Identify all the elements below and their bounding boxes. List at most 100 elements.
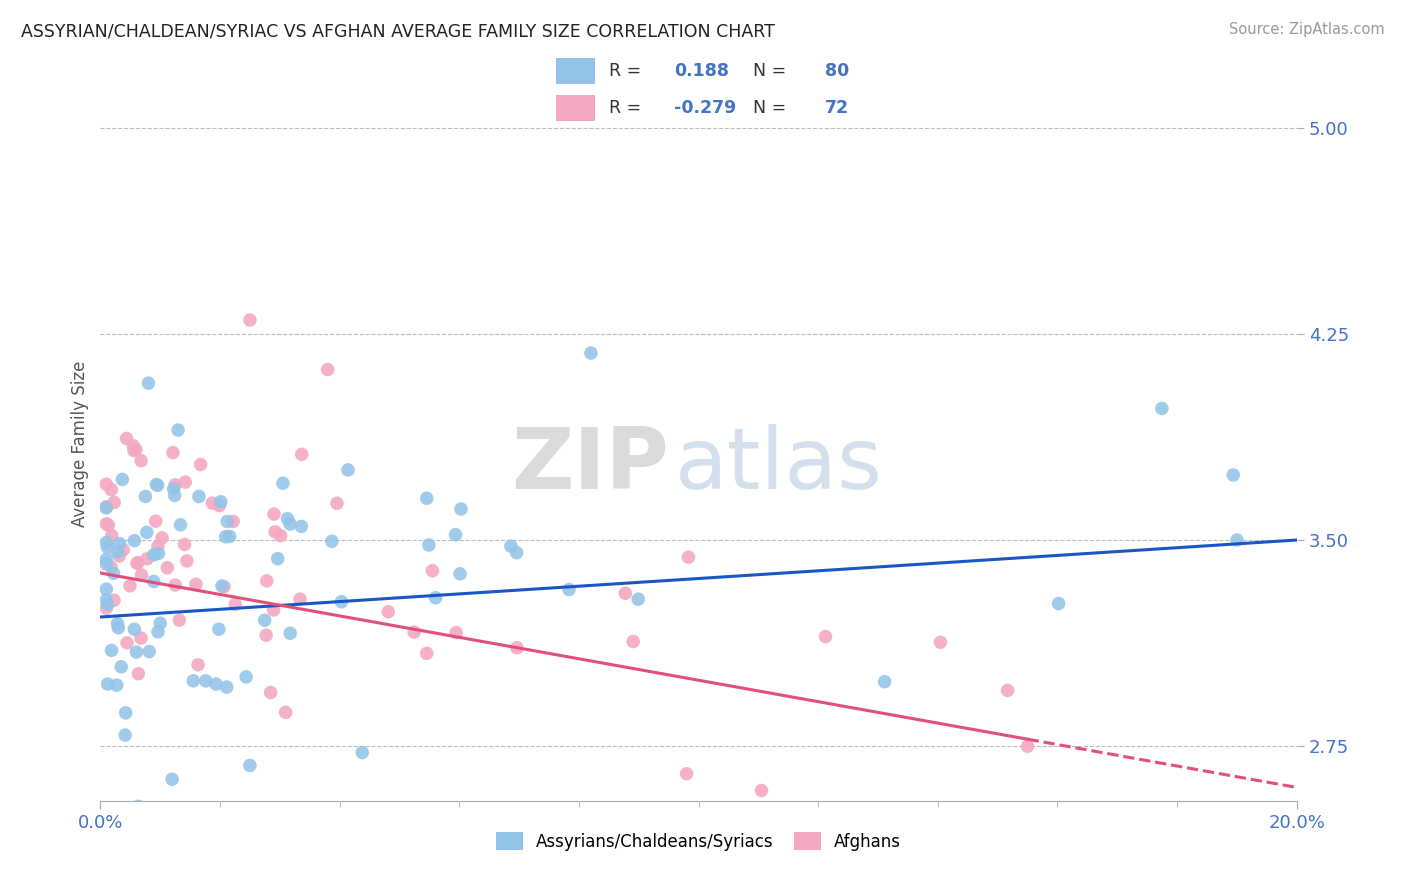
Point — [291, 447, 314, 461]
Point — [418, 538, 440, 552]
Point — [352, 746, 374, 760]
Point — [274, 706, 297, 720]
Point — [377, 605, 399, 619]
Point — [96, 500, 118, 515]
Point — [212, 580, 235, 594]
Point — [209, 494, 232, 508]
Point — [1047, 597, 1070, 611]
Point — [105, 678, 128, 692]
Point — [96, 582, 118, 596]
Point — [278, 626, 301, 640]
Point — [239, 758, 262, 772]
Point — [122, 443, 145, 458]
Point — [129, 631, 152, 645]
Point — [136, 551, 159, 566]
Point — [96, 516, 118, 531]
Text: R =: R = — [609, 99, 647, 117]
Point — [167, 423, 190, 437]
Point — [425, 591, 447, 605]
Point — [108, 537, 131, 551]
Point — [103, 593, 125, 607]
Point — [100, 560, 122, 574]
Point — [450, 502, 472, 516]
Point — [173, 537, 195, 551]
Point — [112, 542, 135, 557]
Point — [110, 660, 132, 674]
Point — [205, 677, 228, 691]
Text: 80: 80 — [824, 62, 849, 79]
Point — [288, 592, 311, 607]
Point — [239, 313, 262, 327]
Point — [142, 548, 165, 562]
Point — [146, 540, 169, 554]
Point — [127, 556, 149, 570]
Point — [163, 488, 186, 502]
Point — [235, 670, 257, 684]
Point — [115, 432, 138, 446]
Point — [444, 527, 467, 541]
Point — [156, 560, 179, 574]
Point — [114, 728, 136, 742]
Point — [194, 673, 217, 688]
Point — [184, 577, 207, 591]
Point — [160, 772, 183, 787]
Text: ASSYRIAN/CHALDEAN/SYRIAC VS AFGHAN AVERAGE FAMILY SIZE CORRELATION CHART: ASSYRIAN/CHALDEAN/SYRIAC VS AFGHAN AVERA… — [21, 22, 775, 40]
Point — [174, 475, 197, 489]
Point — [135, 525, 157, 540]
Point — [96, 541, 118, 555]
Point — [290, 519, 312, 533]
Point — [256, 574, 278, 588]
Point — [253, 613, 276, 627]
Text: ZIP: ZIP — [510, 424, 669, 507]
Point — [337, 463, 360, 477]
Point — [218, 529, 240, 543]
Point — [814, 630, 837, 644]
Point — [176, 554, 198, 568]
Text: N =: N = — [752, 99, 792, 117]
Point — [208, 499, 231, 513]
Point — [96, 500, 118, 514]
Point — [150, 531, 173, 545]
Point — [211, 579, 233, 593]
Point — [259, 685, 281, 699]
Bar — [555, 95, 595, 120]
Point — [149, 616, 172, 631]
Point — [96, 598, 118, 612]
Point — [146, 624, 169, 639]
Point — [103, 495, 125, 509]
Point — [118, 579, 141, 593]
Point — [131, 568, 153, 582]
Point — [125, 556, 148, 570]
Point — [621, 634, 644, 648]
Text: 0.188: 0.188 — [673, 62, 728, 79]
Point — [675, 766, 697, 780]
Point — [115, 636, 138, 650]
Point — [100, 483, 122, 497]
Point — [111, 472, 134, 486]
Point — [165, 578, 187, 592]
Point — [124, 622, 146, 636]
Point — [224, 598, 246, 612]
Point — [751, 783, 773, 797]
Point — [404, 625, 426, 640]
Point — [579, 346, 602, 360]
Point — [330, 595, 353, 609]
Point — [145, 477, 167, 491]
Point — [138, 644, 160, 658]
Point — [181, 673, 204, 688]
Point — [1226, 533, 1249, 547]
Point — [422, 564, 444, 578]
Point — [416, 491, 439, 506]
Point — [125, 442, 148, 457]
Point — [1222, 467, 1244, 482]
Point — [103, 566, 125, 581]
Point — [449, 566, 471, 581]
Point — [873, 674, 896, 689]
Point — [271, 476, 294, 491]
Point — [127, 799, 149, 814]
Point — [124, 533, 146, 548]
Point — [125, 645, 148, 659]
Point — [444, 625, 467, 640]
Legend: Assyrians/Chaldeans/Syriacs, Afghans: Assyrians/Chaldeans/Syriacs, Afghans — [489, 825, 907, 857]
Point — [163, 482, 186, 496]
